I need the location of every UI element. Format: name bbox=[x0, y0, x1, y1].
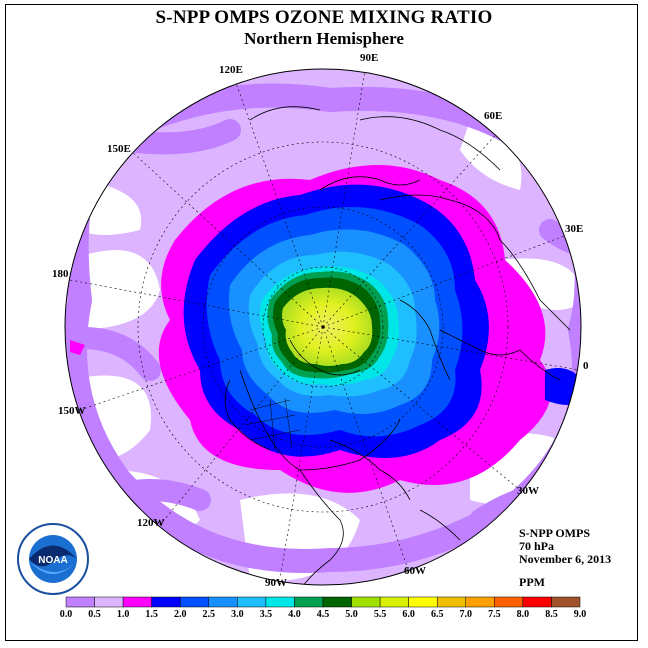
figure-frame bbox=[5, 4, 638, 641]
colorbar-swatch bbox=[551, 596, 581, 608]
units-label: PPM bbox=[519, 575, 545, 589]
colorbar-swatch bbox=[351, 596, 381, 608]
colorbar-swatch bbox=[522, 596, 552, 608]
meridian-label-150w: 150W bbox=[58, 405, 86, 417]
colorbar-swatch bbox=[179, 596, 210, 608]
instrument-label: S-NPP OMPS bbox=[519, 526, 590, 540]
meridian-label-120w: 120W bbox=[137, 517, 165, 529]
colorbar-swatch bbox=[294, 596, 324, 608]
colorbar-swatch bbox=[265, 596, 295, 608]
colorbar-tick-label: 3.0 bbox=[231, 609, 244, 620]
colorbar-swatch bbox=[237, 596, 267, 608]
meridian-label-180: 180 bbox=[52, 268, 69, 280]
colorbar-tick-label: 6.0 bbox=[402, 609, 415, 620]
date-label: November 6, 2013 bbox=[519, 552, 612, 566]
map-title: S-NPP OMPS OZONE MIXING RATIO bbox=[155, 7, 493, 28]
meridian-label-30w: 30W bbox=[517, 485, 539, 497]
noaa-logo: NOAA bbox=[17, 523, 89, 595]
colorbar-tick-label: 1.0 bbox=[116, 609, 130, 620]
meridian-label-30e: 30E bbox=[565, 223, 584, 235]
meridian-label-120e: 120E bbox=[219, 64, 243, 76]
meridian-label-150e: 150E bbox=[107, 143, 131, 155]
low-patch-60e bbox=[460, 120, 522, 190]
band-arcs bbox=[65, 119, 581, 531]
state-boundaries bbox=[244, 397, 301, 451]
ozone-contour-fill bbox=[65, 69, 581, 585]
colorbar-tick-label: 0.0 bbox=[59, 609, 73, 620]
colorbar-tick-label: 7.5 bbox=[488, 609, 501, 620]
meridian-label-0: 0 bbox=[583, 360, 589, 372]
colorbar-tick-label: 1.5 bbox=[145, 609, 158, 620]
colorbar-swatch bbox=[465, 596, 495, 608]
colorbar-tick-label: 2.5 bbox=[202, 609, 216, 620]
colorbar-tick-label: 5.5 bbox=[373, 609, 387, 620]
colorbar-tick-label: 8.5 bbox=[545, 609, 558, 620]
map-subtitle: Northern Hemisphere bbox=[244, 29, 404, 48]
colorbar-swatch bbox=[436, 596, 467, 608]
meridian-label-60e: 60E bbox=[484, 110, 503, 122]
colorbar-tick-label: 4.0 bbox=[288, 609, 301, 620]
colorbar-tick-label: 2.0 bbox=[173, 609, 187, 620]
meridian-label-90w: 90W bbox=[265, 577, 287, 589]
level-5.0-core bbox=[282, 287, 373, 366]
colorbar-swatch bbox=[151, 596, 181, 608]
low-patch-180 bbox=[70, 250, 160, 330]
colorbar-tick-label: 0.5 bbox=[88, 609, 101, 620]
colorbar-tick-label: 3.5 bbox=[259, 609, 273, 620]
colorbar-tick-label: 4.5 bbox=[316, 609, 330, 620]
graticule bbox=[69, 69, 581, 579]
colorbar-swatch bbox=[408, 596, 438, 608]
colorbar-tick-label: 5.0 bbox=[345, 609, 358, 620]
colorbar-tick-label: 8.0 bbox=[516, 609, 530, 620]
coastlines bbox=[224, 106, 571, 585]
colorbar-swatch bbox=[494, 596, 524, 608]
meridian-label-90e: 90E bbox=[360, 52, 379, 64]
level-1.0-edge bbox=[70, 340, 85, 355]
meridian-label-60w: 60W bbox=[404, 565, 426, 577]
colorbar-swatch bbox=[94, 596, 124, 608]
colorbar-tick-label: 6.5 bbox=[430, 609, 444, 620]
pressure-level-label: 70 hPa bbox=[519, 539, 555, 553]
colorbar-swatch bbox=[379, 596, 409, 608]
colorbar-tick-label: 7.0 bbox=[459, 609, 473, 620]
logo-text: NOAA bbox=[38, 555, 67, 566]
colorbar-swatch bbox=[122, 596, 152, 608]
map-boundary bbox=[64, 68, 582, 586]
colorbar-swatch bbox=[322, 596, 352, 608]
colorbar-swatch bbox=[65, 596, 95, 608]
colorbar-swatch bbox=[208, 596, 238, 608]
colorbar-tick-label: 9.0 bbox=[573, 609, 587, 620]
